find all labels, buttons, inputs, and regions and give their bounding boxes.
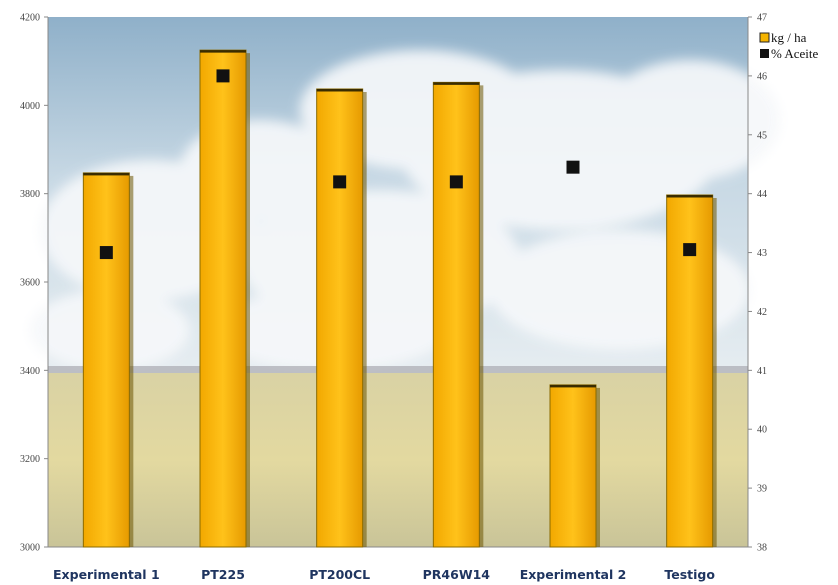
left-tick-label: 4200: [20, 13, 40, 24]
legend-swatch-aceite: [760, 49, 769, 58]
category-labels: Experimental 1 PT225 PT200CL PR46W14 Experim…: [53, 567, 715, 582]
bar-pt225: [199, 49, 250, 548]
left-tick-label: 3000: [20, 543, 40, 554]
bar-pt200cl: [316, 88, 367, 548]
bar-top-edge: [200, 50, 246, 53]
bars: [82, 49, 717, 548]
bar-experimental-1: [82, 172, 134, 548]
bar-top-edge: [316, 88, 363, 92]
right-tick-label: 39: [757, 484, 767, 495]
bar-top-edge: [433, 82, 480, 85]
legend-label-aceite: % Aceite: [771, 46, 819, 61]
bar-pr46w14: [432, 81, 484, 548]
right-tick-label: 40: [757, 425, 767, 436]
right-tick-label: 44: [757, 189, 767, 200]
right-axis-ticks: 38 39 40 41 42 43 44 45 46 47: [748, 13, 767, 554]
bar-top-edge: [83, 172, 130, 176]
bar-top-edge: [550, 384, 596, 388]
bar: [199, 49, 247, 548]
category-label: PR46W14: [423, 567, 491, 582]
bar: [549, 384, 597, 548]
markers: [99, 69, 697, 260]
legend-swatch-kg-ha: [759, 32, 770, 43]
right-tick-label: 42: [757, 307, 767, 318]
marker-pt225: [216, 69, 230, 83]
left-tick-label: 3600: [20, 278, 40, 289]
right-tick-label: 43: [757, 248, 767, 259]
left-tick-label: 3800: [20, 189, 40, 200]
bar-testigo: [666, 194, 717, 548]
category-label: PT225: [201, 567, 245, 582]
bar: [316, 88, 364, 548]
legend: kg / ha % Aceite: [759, 30, 819, 61]
left-tick-label: 4000: [20, 101, 40, 112]
left-tick-label: 3200: [20, 454, 40, 465]
category-label: PT200CL: [309, 567, 370, 582]
right-tick-label: 47: [757, 13, 767, 24]
left-tick-label: 3400: [20, 366, 40, 377]
bar-experimental-2: [549, 384, 600, 548]
legend-label-kg-ha: kg / ha: [771, 30, 807, 45]
bar-top-edge: [666, 194, 713, 198]
bar: [82, 172, 130, 548]
marker-pr46w14: [449, 175, 463, 189]
right-tick-label: 46: [757, 71, 767, 82]
category-label: Experimental 1: [53, 567, 160, 582]
marker-experimental-2: [566, 160, 580, 174]
category-label: Experimental 2: [520, 567, 627, 582]
marker-experimental-1: [99, 246, 113, 260]
marker-pt200cl: [333, 175, 347, 189]
right-tick-label: 38: [757, 543, 767, 554]
horizon: [48, 366, 748, 374]
left-axis-ticks: 3000 3200 3400 3600 3800 4000 4200: [20, 13, 48, 554]
field: [48, 373, 748, 547]
right-tick-label: 45: [757, 130, 767, 141]
category-label: Testigo: [664, 567, 715, 582]
bar: [432, 81, 480, 548]
right-tick-label: 41: [757, 366, 767, 377]
marker-testigo: [683, 243, 697, 257]
